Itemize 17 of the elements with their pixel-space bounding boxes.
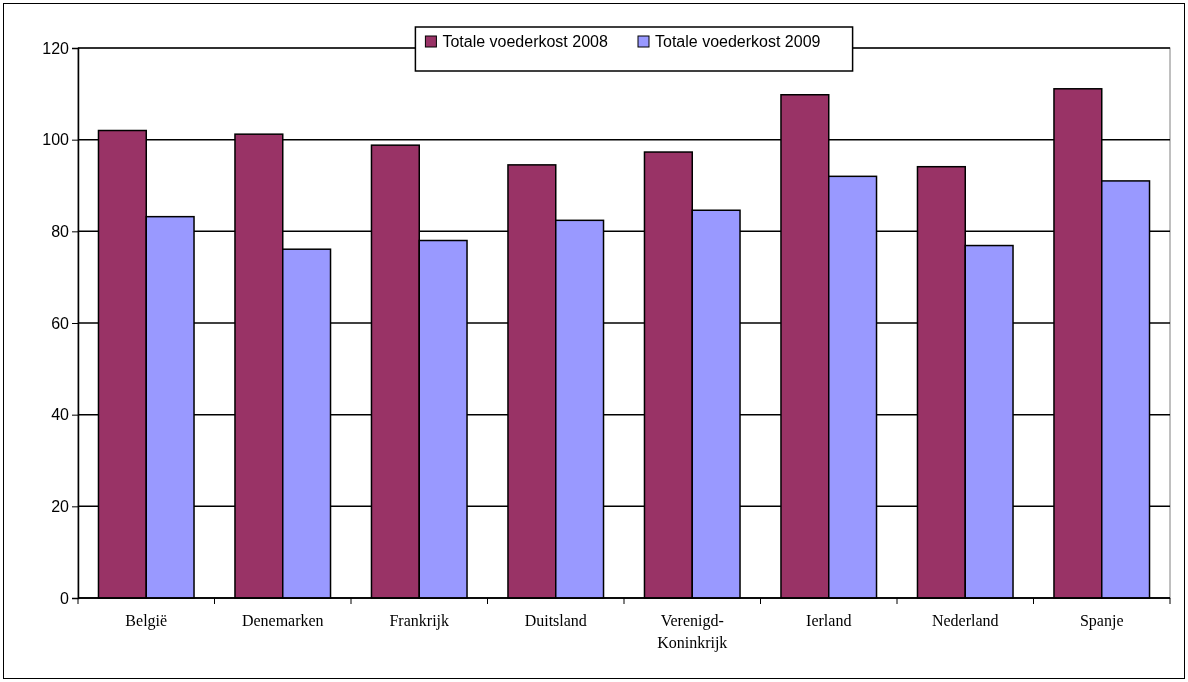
legend-label: Totale voederkost 2009 (655, 33, 821, 50)
y-tick-label: 40 (51, 406, 70, 424)
y-tick-label: 100 (42, 131, 70, 149)
x-tick-label: Spanje (1079, 612, 1124, 630)
x-tick-label: Frankrijk (389, 612, 450, 630)
x-tick-label: Ierland (806, 612, 852, 629)
x-tick-label: Verenigd-Koninkrijk (657, 612, 728, 652)
y-tick-label: 80 (51, 222, 70, 240)
y-tick-label: 20 (51, 497, 70, 515)
x-tick-label: Nederland (931, 612, 999, 629)
y-tick-label: 60 (51, 314, 70, 332)
y-tick-label: 120 (42, 39, 70, 57)
x-tick-label: België (125, 612, 168, 630)
y-tick-label: 0 (60, 589, 70, 607)
x-tick-label: Duitsland (524, 612, 587, 629)
legend-label: Totale voederkost 2008 (442, 33, 608, 50)
x-tick-label: Denemarken (241, 612, 324, 629)
